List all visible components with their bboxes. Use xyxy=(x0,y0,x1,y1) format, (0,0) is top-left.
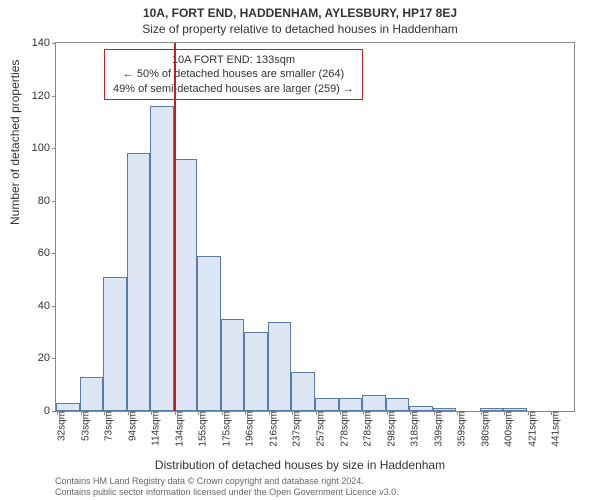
y-tick-mark xyxy=(52,96,56,97)
info-line-1: 10A FORT END: 133sqm xyxy=(113,53,354,67)
footer-line-1: Contains HM Land Registry data © Crown c… xyxy=(55,476,399,487)
x-tick-label: 257sqm xyxy=(314,411,327,447)
x-tick-label: 216sqm xyxy=(266,411,279,447)
x-tick-label: 278sqm xyxy=(361,411,374,447)
info-line-3: 49% of semi-detached houses are larger (… xyxy=(113,82,354,96)
histogram-bar xyxy=(339,398,363,411)
y-axis-label: Number of detached properties xyxy=(8,60,22,225)
x-tick-label: 237sqm xyxy=(290,411,303,447)
chart-container: 10A, FORT END, HADDENHAM, AYLESBURY, HP1… xyxy=(0,0,600,500)
footer: Contains HM Land Registry data © Crown c… xyxy=(55,476,399,498)
info-line-2: ← 50% of detached houses are smaller (26… xyxy=(113,67,354,81)
x-tick-label: 114sqm xyxy=(149,411,162,446)
y-tick-mark xyxy=(52,148,56,149)
y-tick-mark xyxy=(52,358,56,359)
histogram-bar xyxy=(103,277,127,411)
histogram-bar xyxy=(80,377,104,411)
x-axis-label: Distribution of detached houses by size … xyxy=(0,458,600,472)
x-tick-label: 380sqm xyxy=(478,411,491,447)
x-tick-label: 359sqm xyxy=(455,411,468,447)
y-tick-mark xyxy=(52,201,56,202)
x-tick-label: 155sqm xyxy=(196,411,209,447)
histogram-bar xyxy=(174,159,198,411)
x-tick-label: 94sqm xyxy=(125,411,138,441)
histogram-bar xyxy=(291,372,315,411)
x-tick-label: 196sqm xyxy=(243,411,256,447)
x-tick-label: 134sqm xyxy=(172,411,185,447)
x-tick-label: 175sqm xyxy=(219,411,232,447)
info-box: 10A FORT END: 133sqm ← 50% of detached h… xyxy=(104,49,363,100)
chart-subtitle: Size of property relative to detached ho… xyxy=(0,20,600,38)
x-tick-label: 278sqm xyxy=(337,411,350,447)
histogram-bar xyxy=(221,319,245,411)
y-tick-mark xyxy=(52,43,56,44)
x-tick-label: 400sqm xyxy=(502,411,515,447)
x-tick-label: 53sqm xyxy=(78,411,91,441)
histogram-bar xyxy=(197,256,221,411)
histogram-bar xyxy=(268,322,292,411)
page-title: 10A, FORT END, HADDENHAM, AYLESBURY, HP1… xyxy=(0,0,600,20)
x-tick-label: 32sqm xyxy=(55,411,68,441)
histogram-bar xyxy=(127,153,151,411)
histogram-bar xyxy=(150,106,174,411)
histogram-bar xyxy=(315,398,339,411)
x-tick-label: 421sqm xyxy=(525,411,538,447)
x-tick-label: 298sqm xyxy=(384,411,397,447)
x-tick-label: 73sqm xyxy=(102,411,115,441)
property-marker-line xyxy=(174,43,176,411)
histogram-bar xyxy=(56,403,80,411)
x-tick-label: 318sqm xyxy=(408,411,421,447)
histogram-bar xyxy=(386,398,410,411)
x-tick-label: 441sqm xyxy=(549,411,562,447)
histogram-bar xyxy=(244,332,268,411)
footer-line-2: Contains public sector information licen… xyxy=(55,487,399,498)
plot-area: 10A FORT END: 133sqm ← 50% of detached h… xyxy=(55,42,575,412)
x-tick-label: 339sqm xyxy=(431,411,444,447)
histogram-bar xyxy=(362,395,386,411)
y-tick-mark xyxy=(52,306,56,307)
y-tick-mark xyxy=(52,253,56,254)
